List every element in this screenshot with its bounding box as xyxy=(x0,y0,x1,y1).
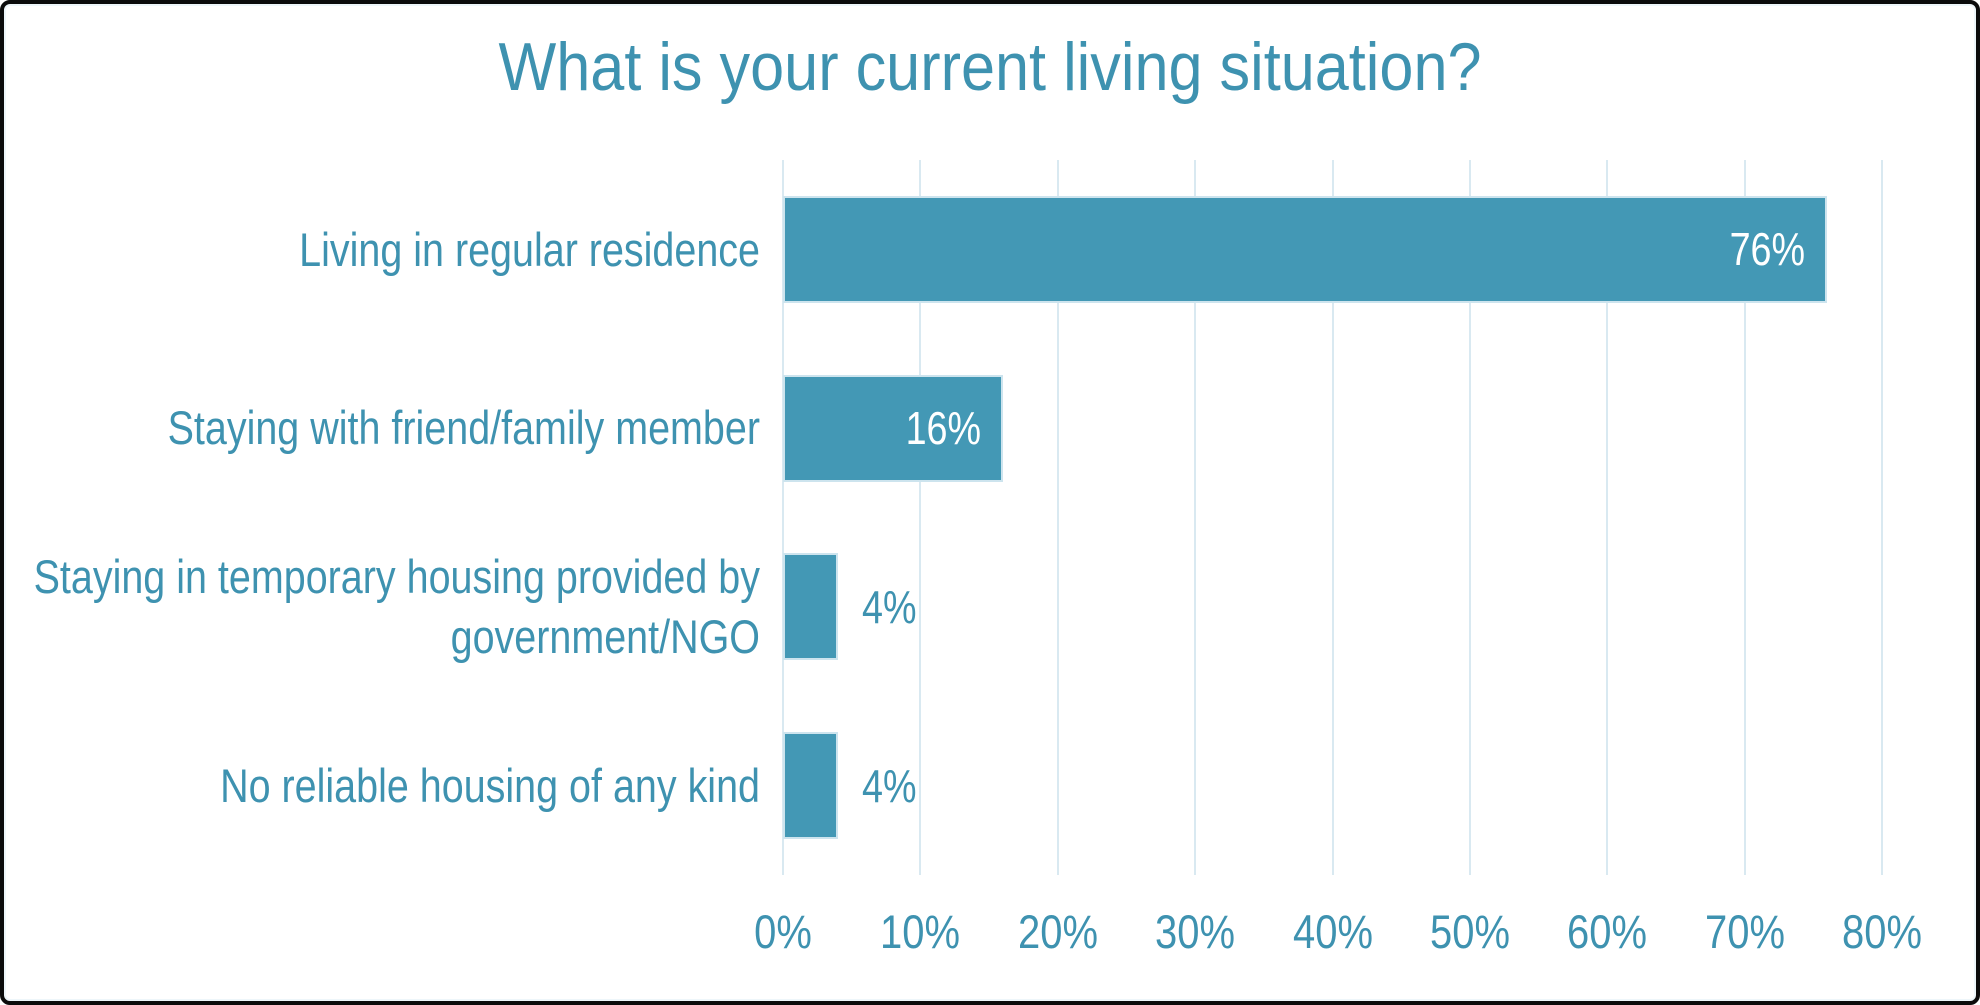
bar xyxy=(783,553,838,661)
gridline xyxy=(1468,160,1471,875)
gridline xyxy=(782,160,784,875)
gridline xyxy=(1194,160,1197,875)
bar xyxy=(783,374,1003,482)
bar xyxy=(783,195,1828,303)
gridline xyxy=(1881,160,1883,875)
category-label: No reliable housing of any kind xyxy=(220,758,761,812)
x-axis-tick-label: 10% xyxy=(880,905,961,958)
bar-value-label: 76% xyxy=(1729,223,1806,276)
x-axis-tick-label: 50% xyxy=(1429,905,1510,958)
chart-title: What is your current living situation? xyxy=(498,29,1482,105)
bar-value-label: 16% xyxy=(905,402,981,455)
bar-value-label: 4% xyxy=(861,759,917,812)
x-axis-tick-label: 60% xyxy=(1567,905,1648,958)
gridline xyxy=(1331,160,1334,875)
x-axis-tick-label: 70% xyxy=(1704,905,1785,958)
x-axis-tick-label: 40% xyxy=(1292,905,1373,958)
category-label: Staying in temporary housing provided by… xyxy=(33,550,761,663)
x-axis-tick-label: 0% xyxy=(754,905,812,958)
x-axis-tick-label: 20% xyxy=(1017,905,1098,958)
gridline xyxy=(1056,160,1059,875)
gridline xyxy=(1606,160,1609,875)
gridline xyxy=(1743,160,1746,875)
gridline xyxy=(919,160,922,875)
x-axis-tick-label: 80% xyxy=(1842,905,1922,958)
category-label: Living in regular residence xyxy=(299,222,760,276)
category-label: Staying with friend/family member xyxy=(167,401,760,455)
bar xyxy=(783,732,838,840)
bar-value-label: 4% xyxy=(861,580,917,633)
x-axis-tick-label: 30% xyxy=(1155,905,1236,958)
plot-area: 0% 10% 20% 30% 40% 50% 60% 70% 80% Living in regu… xyxy=(4,4,1976,1001)
